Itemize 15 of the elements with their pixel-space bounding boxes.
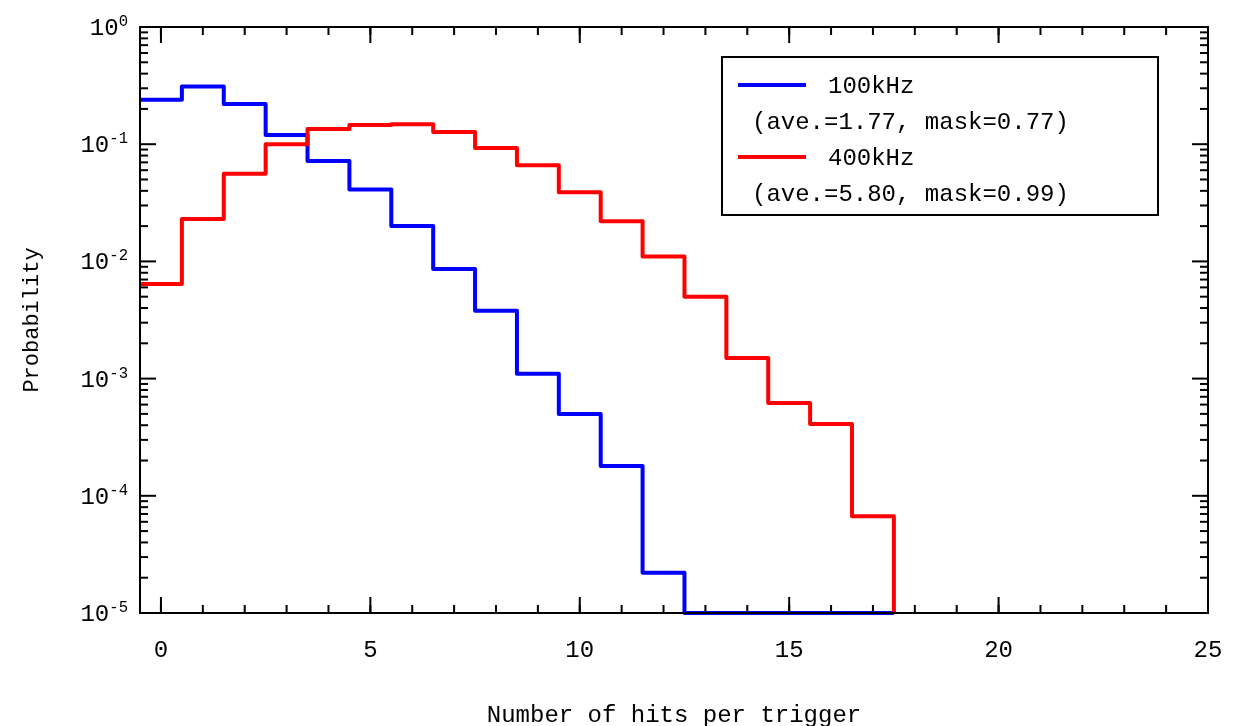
legend-label: 400kHz (ave.=5.80, mask=0.99) <box>752 145 1069 208</box>
legend-label: 100kHz (ave.=1.77, mask=0.77) <box>752 73 1069 136</box>
x-tick-label: 20 <box>984 637 1013 664</box>
x-tick-label: 5 <box>363 637 378 664</box>
x-tick-label: 15 <box>774 637 804 664</box>
y-tick-label: 10$^{-4}$ <box>80 481 128 511</box>
x-tick-label: 25 <box>1193 637 1223 664</box>
y-tick-label: 10$^{-1}$ <box>80 130 128 160</box>
y-tick-label: 10$^{-5}$ <box>80 599 128 628</box>
y-tick-label: 10$^{0}$ <box>89 13 128 42</box>
y-tick-label: 10$^{-3}$ <box>80 364 128 394</box>
y-tick-label: 10$^{-2}$ <box>80 247 128 277</box>
x-tick-label: 0 <box>153 637 169 664</box>
y-axis-title: Probability <box>20 247 45 393</box>
x-tick-label: 10 <box>565 637 595 664</box>
